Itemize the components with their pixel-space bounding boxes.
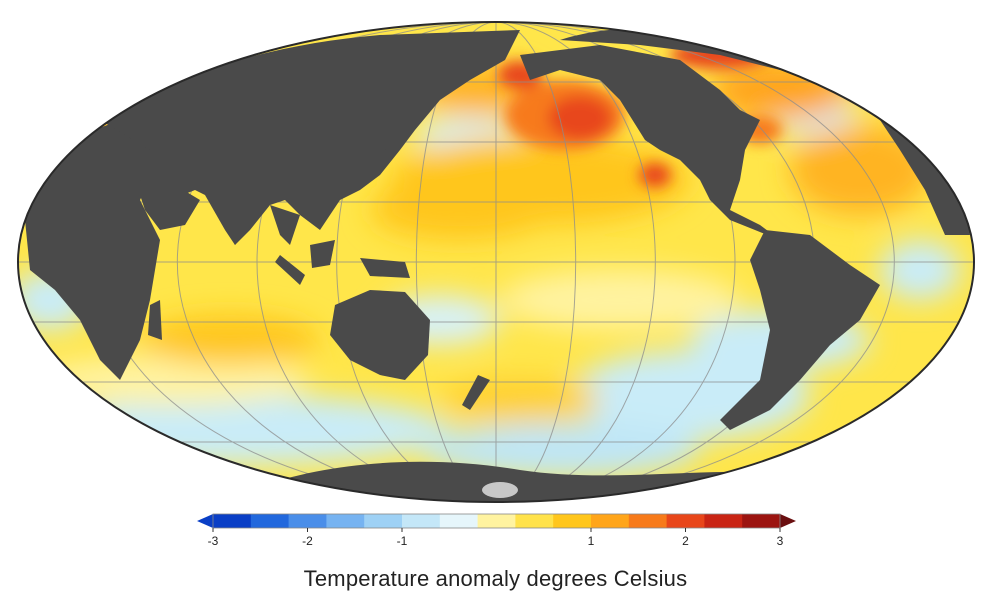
color-bar-cell (515, 514, 554, 528)
color-bar-low-arrow (197, 514, 213, 528)
color-bar-cell (326, 514, 365, 528)
color-bar-tick-label: -1 (397, 534, 408, 548)
legend-title: Temperature anomaly degrees Celsius (303, 566, 688, 591)
color-bar-cell (591, 514, 630, 528)
globe-outline (17, 21, 975, 503)
color-bar-cell (439, 514, 479, 528)
color-bar-tick-label: 2 (682, 534, 689, 548)
color-bar-cell (288, 514, 327, 528)
color-bar-cell (553, 514, 592, 528)
color-bar-cell (704, 514, 743, 528)
ice-patch (482, 482, 518, 498)
color-bar: -3 -2 -1 1 2 3 (197, 513, 796, 548)
color-bar-cell (364, 514, 403, 528)
color-bar-tick-label: -3 (208, 534, 219, 548)
color-bar-tick-label: -2 (302, 534, 313, 548)
color-bar-high-arrow (780, 514, 796, 528)
color-bar-frame (212, 513, 781, 529)
color-bar-cell (250, 514, 290, 528)
color-bar-cell (666, 514, 705, 528)
color-bar-cell (477, 514, 516, 528)
color-bar-cell (213, 514, 252, 528)
color-bar-tick-label: 1 (588, 534, 595, 548)
color-bar-cell (402, 514, 441, 528)
color-bar-tick-label: 3 (777, 534, 784, 548)
color-bar-cell (628, 514, 668, 528)
color-bar-cell (742, 514, 781, 528)
